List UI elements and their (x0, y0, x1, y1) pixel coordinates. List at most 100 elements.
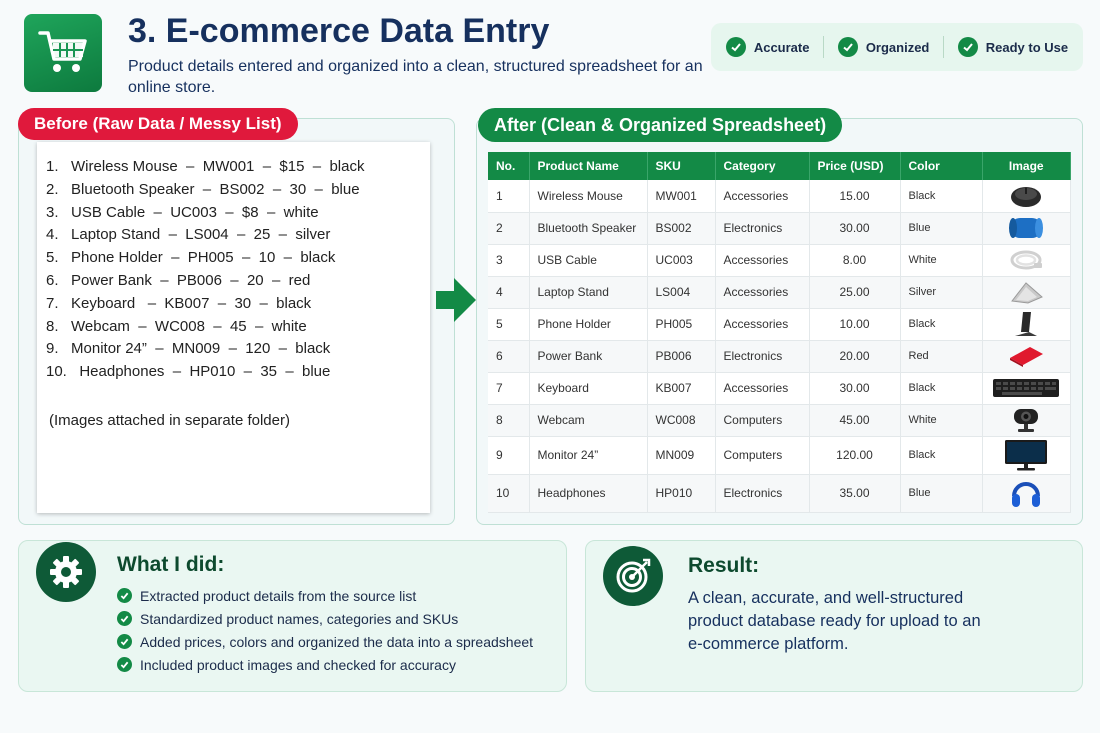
badge-divider (943, 36, 945, 58)
cell-category: Accessories (715, 180, 810, 213)
cell-category: Computers (715, 404, 810, 437)
cell-name: Wireless Mouse (529, 180, 648, 213)
header-row: No. Product Name SKU Category Price (USD… (488, 152, 1071, 180)
cell-price: 30.00 (809, 212, 901, 245)
cell-sku: WC008 (647, 404, 716, 437)
page-title: 3. E-commerce Data Entry (128, 12, 550, 50)
list-item-text: Extracted product details from the sourc… (140, 587, 417, 604)
before-label: Before (Raw Data / Messy List) (18, 108, 298, 140)
check-icon (117, 634, 132, 649)
cell-sku: PH005 (647, 308, 716, 341)
cell-name: Headphones (529, 474, 648, 513)
phone-holder-icon (991, 310, 1063, 338)
cell-image (982, 340, 1071, 373)
column-header: No. (488, 152, 530, 180)
cell-no: 10 (488, 474, 530, 513)
after-label: After (Clean & Organized Spreadsheet) (478, 108, 843, 142)
column-header: Price (USD) (809, 152, 901, 180)
cell-no: 7 (488, 372, 530, 405)
raw-list-item: 10. Headphones – HP010 – 35 – blue (46, 363, 331, 381)
cell-image (982, 436, 1071, 475)
keyboard-icon (991, 377, 1063, 399)
cell-color: Black (900, 180, 983, 213)
cell-category: Electronics (715, 474, 810, 513)
badge-label: Organized (865, 39, 930, 55)
cell-name: Phone Holder (529, 308, 648, 341)
shopping-cart-icon (24, 14, 102, 92)
result-title: Result: (688, 554, 760, 577)
cell-sku: HP010 (647, 474, 716, 513)
list-item: Standardized product names, categories a… (117, 607, 533, 630)
cell-no: 1 (488, 180, 530, 213)
cell-color: Black (900, 372, 983, 405)
cell-sku: LS004 (647, 276, 716, 309)
cell-category: Accessories (715, 244, 810, 277)
cell-price: 25.00 (809, 276, 901, 309)
cell-price: 20.00 (809, 340, 901, 373)
cell-name: Monitor 24” (529, 436, 648, 475)
cell-no: 2 (488, 212, 530, 245)
cell-category: Accessories (715, 276, 810, 309)
table-row: 5 Phone Holder PH005 Accessories 10.00 B… (488, 308, 1071, 341)
check-icon (117, 657, 132, 672)
table-row: 6 Power Bank PB006 Electronics 20.00 Red (488, 340, 1071, 373)
cell-no: 9 (488, 436, 530, 475)
gear-icon (36, 542, 96, 602)
list-item-text: Added prices, colors and organized the d… (140, 633, 534, 650)
cell-sku: MN009 (647, 436, 716, 475)
list-item-text: Included product images and checked for … (140, 656, 456, 673)
table-row: 10 Headphones HP010 Electronics 35.00 Bl… (488, 474, 1071, 513)
cell-sku: KB007 (647, 372, 716, 405)
cell-name: Webcam (529, 404, 648, 437)
cell-color: Blue (900, 474, 983, 513)
badge-accurate: Accurate (725, 37, 810, 57)
raw-list-item: 5. Phone Holder – PH005 – 10 – black (46, 249, 336, 267)
raw-list-paper: 1. Wireless Mouse – MW001 – $15 – black … (37, 142, 430, 513)
raw-list: 1. Wireless Mouse – MW001 – $15 – black … (46, 156, 364, 384)
quality-badges: Accurate Organized Ready to Use (711, 23, 1083, 71)
cell-image (982, 308, 1071, 341)
cell-category: Electronics (715, 212, 810, 245)
cell-image (982, 180, 1071, 213)
raw-list-item: 4. Laptop Stand – LS004 – 25 – silver (46, 226, 331, 244)
check-icon (725, 37, 746, 57)
check-icon (837, 37, 858, 57)
list-item: Extracted product details from the sourc… (117, 584, 533, 607)
cell-sku: UC003 (647, 244, 716, 277)
cell-price: 120.00 (809, 436, 901, 475)
column-header: Image (982, 152, 1071, 180)
page-subtitle: Product details entered and organized in… (128, 58, 703, 96)
column-header: SKU (647, 152, 716, 180)
cell-color: Black (900, 308, 983, 341)
table-row: 2 Bluetooth Speaker BS002 Electronics 30… (488, 212, 1071, 245)
what-i-did-title: What I did: (117, 553, 225, 576)
webcam-icon (991, 406, 1063, 434)
arrow-right-icon (436, 276, 476, 329)
table-row: 8 Webcam WC008 Computers 45.00 White (488, 404, 1071, 437)
check-icon (117, 611, 132, 626)
table-row: 4 Laptop Stand LS004 Accessories 25.00 S… (488, 276, 1071, 309)
cell-price: 8.00 (809, 244, 901, 277)
badge-label: Accurate (753, 39, 810, 55)
cell-category: Computers (715, 436, 810, 475)
cell-name: Laptop Stand (529, 276, 648, 309)
cell-color: Red (900, 340, 983, 373)
what-i-did-card: What I did: Extracted product details fr… (18, 540, 567, 692)
list-item: Added prices, colors and organized the d… (117, 630, 533, 653)
product-spreadsheet: No. Product Name SKU Category Price (USD… (488, 152, 1071, 513)
cell-price: 45.00 (809, 404, 901, 437)
badge-ready: Ready to Use (957, 37, 1068, 57)
laptop-stand-icon (991, 279, 1063, 305)
cell-color: White (900, 244, 983, 277)
raw-list-item: 2. Bluetooth Speaker – BS002 – 30 – blue (46, 180, 360, 198)
cell-image (982, 474, 1071, 513)
what-i-did-list: Extracted product details from the sourc… (117, 584, 533, 676)
raw-list-item: 6. Power Bank – PB006 – 20 – red (46, 271, 311, 289)
cell-sku: PB006 (647, 340, 716, 373)
cell-no: 3 (488, 244, 530, 277)
monitor-icon (991, 438, 1063, 472)
list-item: Included product images and checked for … (117, 653, 533, 676)
cell-name: Keyboard (529, 372, 648, 405)
raw-list-item: 8. Webcam – WC008 – 45 – white (46, 317, 307, 335)
cell-price: 30.00 (809, 372, 901, 405)
